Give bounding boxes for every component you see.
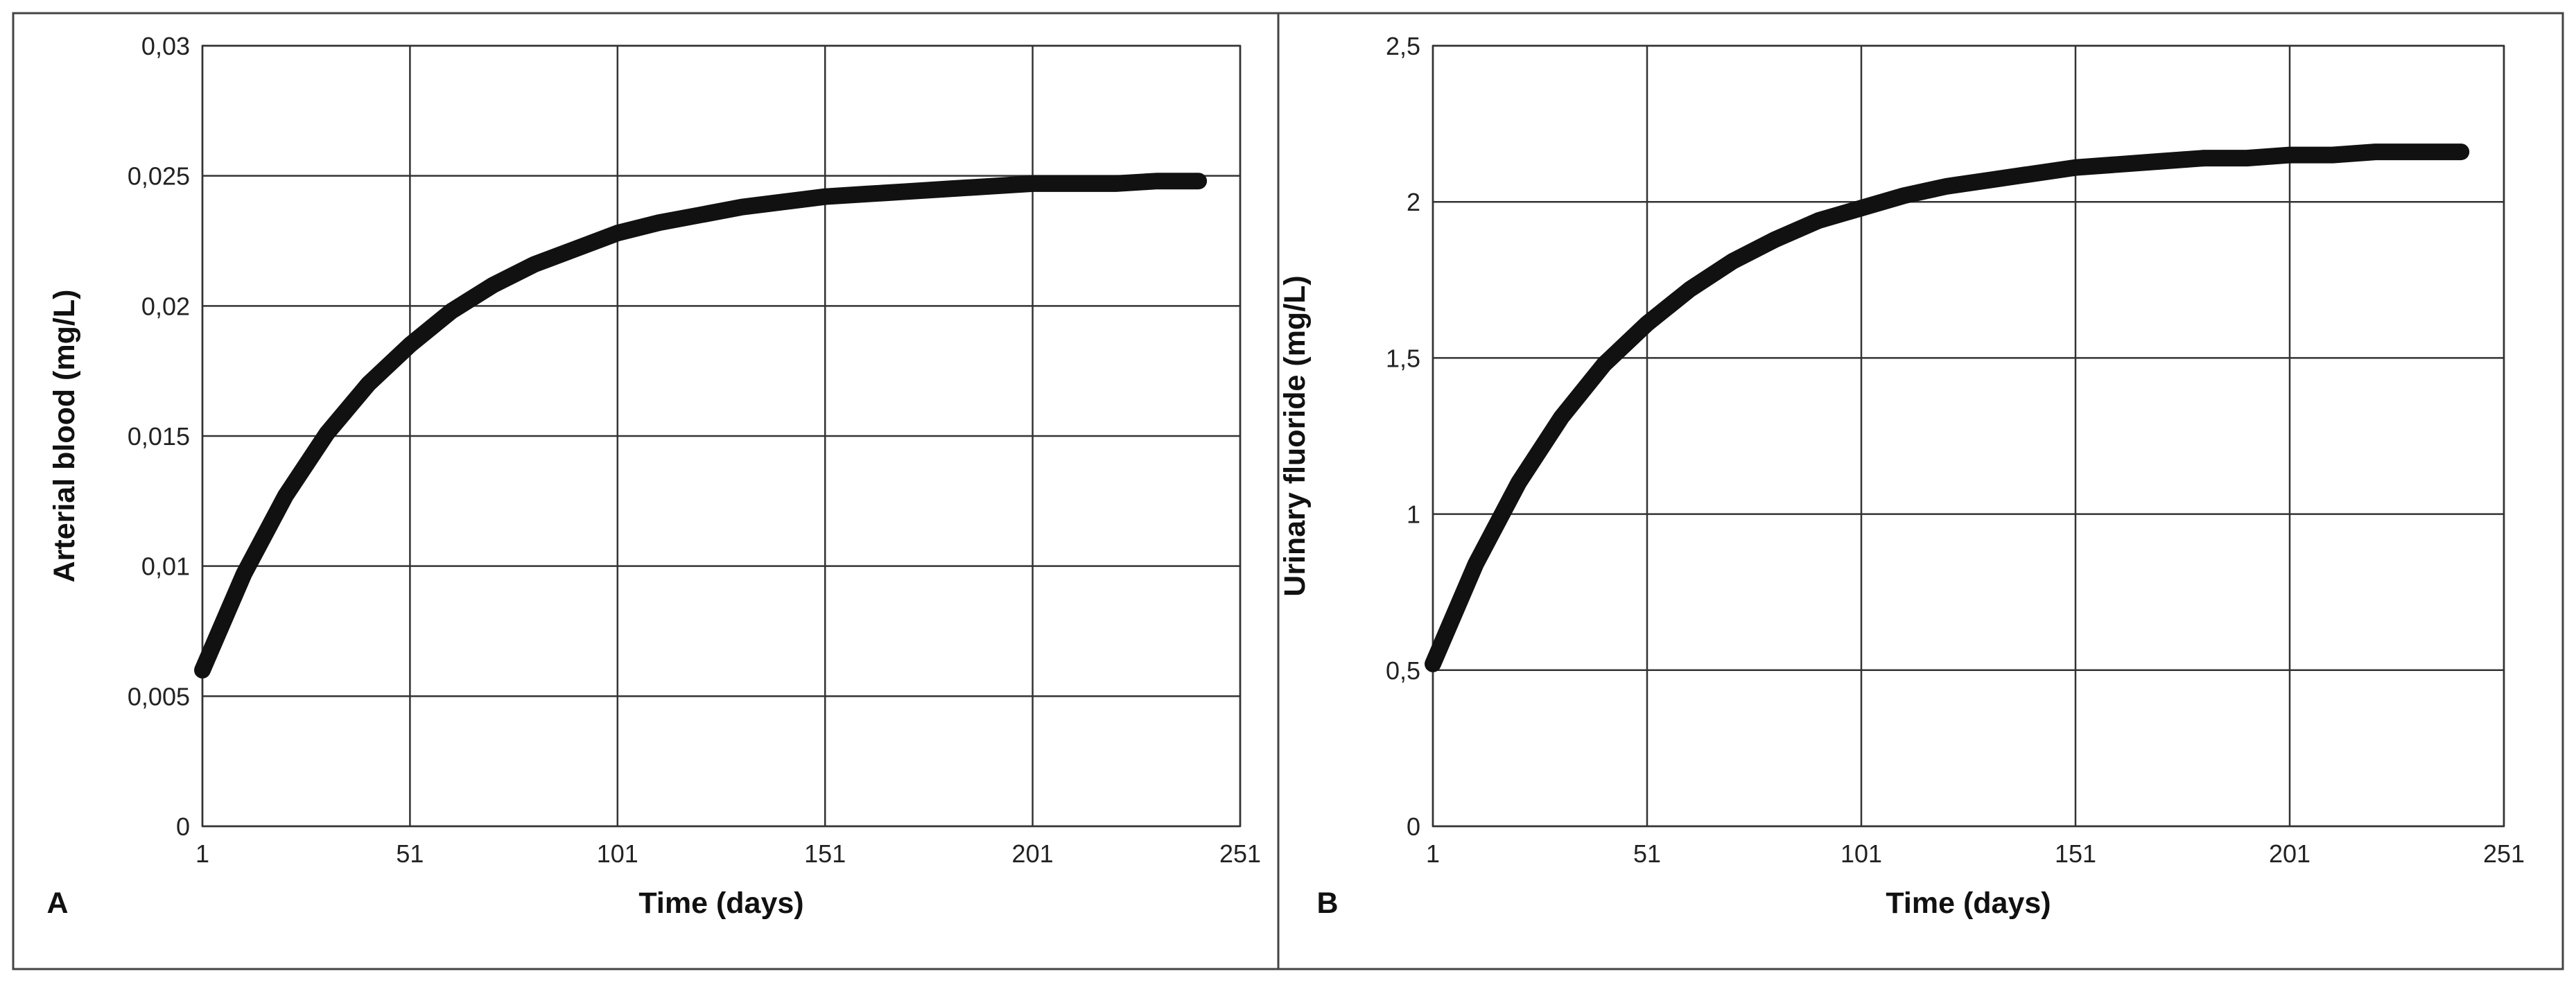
- y-tick-label: 2: [1407, 188, 1420, 216]
- x-tick-label: 201: [2269, 839, 2310, 868]
- x-tick-label: 251: [2483, 839, 2525, 868]
- y-tick-label: 0,005: [128, 682, 190, 711]
- y-axis-title: Urinary fluoride (mg/L): [1278, 275, 1312, 596]
- y-tick-label: 0,02: [141, 292, 190, 320]
- y-tick-label: 0: [176, 812, 190, 841]
- y-tick-label: 0,015: [128, 422, 190, 451]
- x-tick-label: 151: [2055, 839, 2096, 868]
- panel-label: A: [46, 887, 68, 920]
- y-tick-label: 0,01: [141, 552, 190, 581]
- x-tick-label: 1: [195, 839, 209, 868]
- x-tick-label: 101: [597, 839, 638, 868]
- x-tick-label: 1: [1426, 839, 1440, 868]
- data-line: [194, 173, 1208, 679]
- x-tick-label: 201: [1012, 839, 1054, 868]
- y-tick-label: 2,5: [1386, 32, 1420, 60]
- y-tick-label: 0,03: [141, 32, 190, 60]
- data-line: [1425, 143, 2470, 672]
- figure-border: [12, 12, 2564, 970]
- x-tick-label: 251: [1219, 839, 1261, 868]
- y-axis-title: Arterial blood (mg/L): [48, 290, 81, 583]
- x-tick-label: 51: [1633, 839, 1661, 868]
- y-tick-label: 1: [1407, 500, 1420, 529]
- panel-label: B: [1316, 887, 1338, 920]
- x-tick-label: 151: [804, 839, 846, 868]
- x-tick-label: 101: [1840, 839, 1882, 868]
- y-tick-label: 1,5: [1386, 344, 1420, 372]
- y-tick-label: 0: [1407, 812, 1420, 841]
- plot-area: [1431, 44, 2505, 828]
- x-axis-title: Time (days): [638, 887, 803, 920]
- x-tick-label: 51: [396, 839, 424, 868]
- y-tick-label: 0,025: [128, 162, 190, 191]
- y-tick-label: 0,5: [1386, 656, 1420, 685]
- x-axis-title: Time (days): [1886, 887, 2051, 920]
